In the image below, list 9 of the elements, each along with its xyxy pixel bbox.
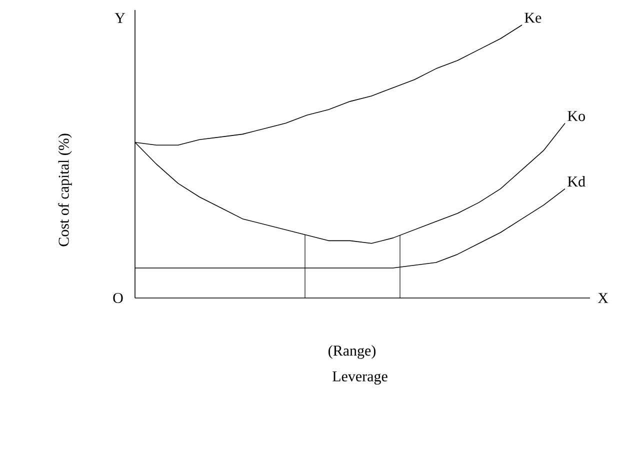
series-label: Ke xyxy=(524,12,542,23)
text: (Range) xyxy=(328,345,376,359)
series-label: Ko xyxy=(568,111,585,122)
text: O xyxy=(113,292,123,304)
text: Y xyxy=(114,13,126,23)
x-axis-title: Leverage xyxy=(332,371,388,385)
text: X xyxy=(598,293,608,303)
series-label: Kd xyxy=(568,176,586,187)
y-axis-title: Cost of capital (%) xyxy=(58,134,72,246)
